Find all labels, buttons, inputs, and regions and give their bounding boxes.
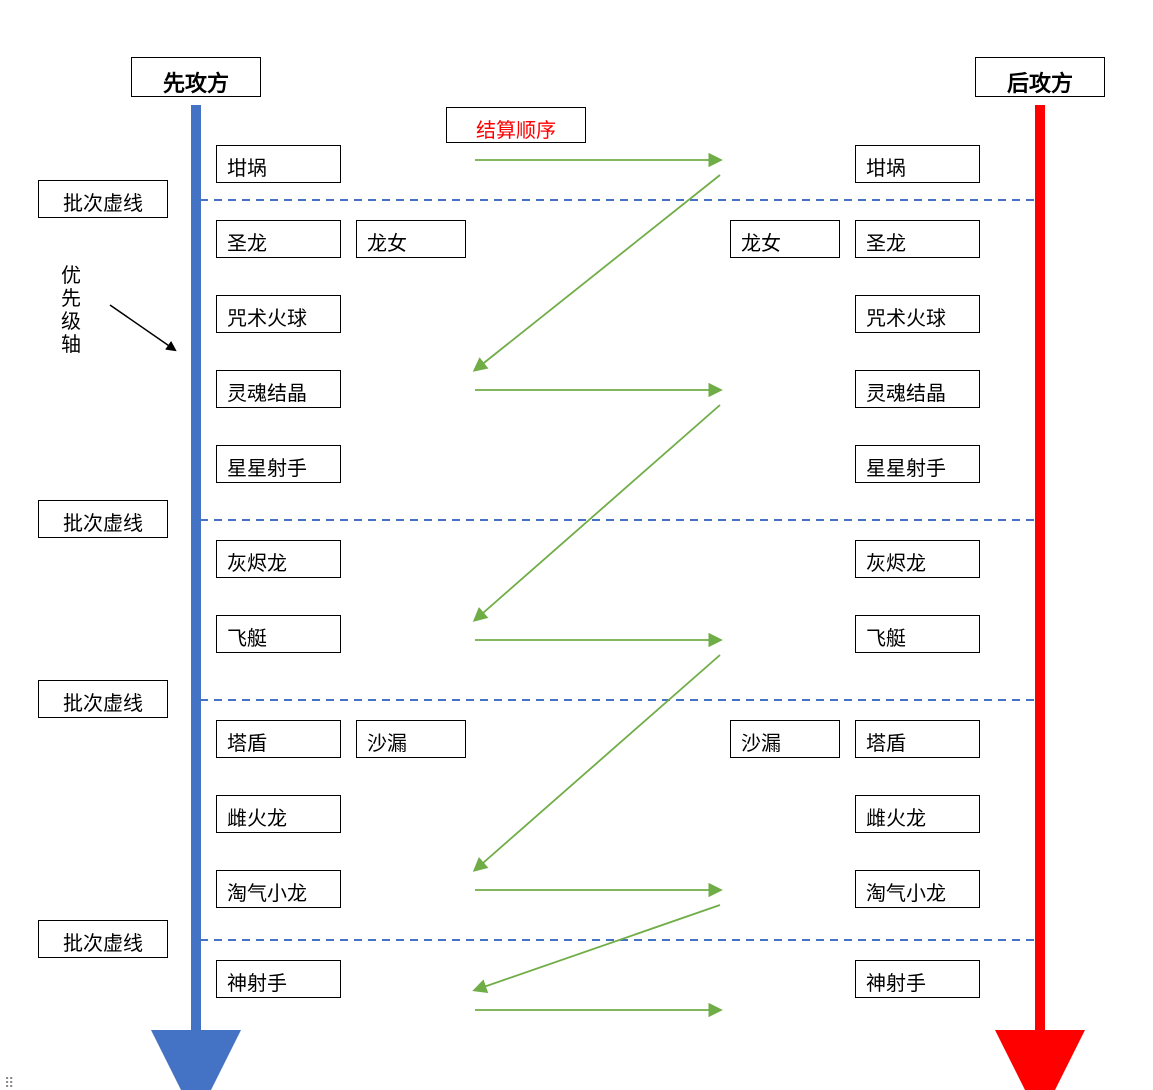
right-item-1: 圣龙: [855, 220, 980, 258]
right-item-2: 咒术火球: [855, 295, 980, 333]
settlement-order-label: 结算顺序: [476, 120, 556, 142]
left-extra-item-1: 沙漏: [356, 720, 466, 758]
priority-arrow-group: [110, 305, 175, 350]
left-item-0: 坩埚: [216, 145, 341, 183]
header-first-attacker-label: 先攻方: [163, 71, 229, 96]
drag-handle-icon[interactable]: ⠿: [4, 1080, 16, 1086]
diagram-stage: 先攻方 后攻方 结算顺序 优先级轴 批次虚线批次虚线批次虚线批次虚线 坩埚圣龙咒…: [0, 0, 1153, 1090]
header-second-attacker: 后攻方: [975, 57, 1105, 97]
batch-dashed-label-0: 批次虚线: [38, 180, 168, 218]
right-item-4: 星星射手: [855, 445, 980, 483]
batch-dashed-label-3: 批次虚线: [38, 920, 168, 958]
green-arrows-group: [475, 160, 720, 1010]
left-item-2: 咒术火球: [216, 295, 341, 333]
left-item-5: 灰烬龙: [216, 540, 341, 578]
right-item-8: 雌火龙: [855, 795, 980, 833]
left-item-8: 雌火龙: [216, 795, 341, 833]
batch-dashed-label-2: 批次虚线: [38, 680, 168, 718]
batch-dashed-label-1: 批次虚线: [38, 500, 168, 538]
right-item-6: 飞艇: [855, 615, 980, 653]
left-extra-item-0: 龙女: [356, 220, 466, 258]
right-item-7: 塔盾: [855, 720, 980, 758]
right-item-10: 神射手: [855, 960, 980, 998]
diagram-svg: [0, 0, 1153, 1090]
right-extra-item-0: 龙女: [730, 220, 840, 258]
settlement-order-box: 结算顺序: [446, 107, 586, 143]
priority-axis-label: 优先级轴: [60, 265, 82, 357]
left-item-10: 神射手: [216, 960, 341, 998]
right-item-5: 灰烬龙: [855, 540, 980, 578]
header-second-attacker-label: 后攻方: [1007, 71, 1073, 96]
right-extra-item-1: 沙漏: [730, 720, 840, 758]
right-item-3: 灵魂结晶: [855, 370, 980, 408]
left-item-1: 圣龙: [216, 220, 341, 258]
left-item-3: 灵魂结晶: [216, 370, 341, 408]
header-first-attacker: 先攻方: [131, 57, 261, 97]
right-item-9: 淘气小龙: [855, 870, 980, 908]
right-item-0: 坩埚: [855, 145, 980, 183]
left-item-9: 淘气小龙: [216, 870, 341, 908]
left-item-6: 飞艇: [216, 615, 341, 653]
left-item-7: 塔盾: [216, 720, 341, 758]
left-item-4: 星星射手: [216, 445, 341, 483]
